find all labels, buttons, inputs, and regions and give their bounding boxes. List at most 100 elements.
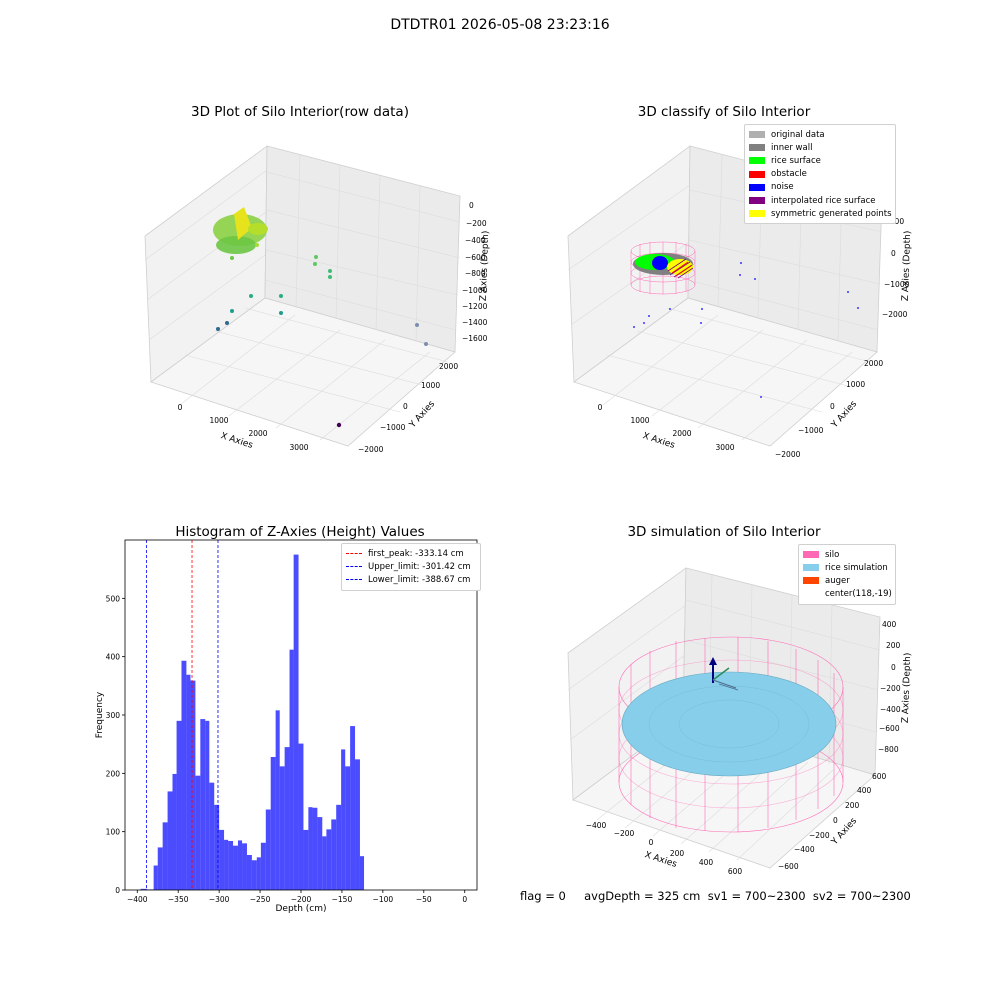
histogram-bar — [186, 674, 191, 890]
simulation-y-tick: 200 — [845, 801, 860, 810]
histogram-y-ticks: 0 100 200 300 400 500 — [106, 594, 125, 895]
histogram-bar — [251, 860, 257, 890]
simulation-legend: silo rice simulation auger center(118,-1… — [798, 544, 896, 605]
histogram-bar — [331, 819, 337, 890]
simulation-x-tick: 400 — [699, 858, 714, 867]
legend-label: noise — [771, 182, 794, 193]
histogram-bar — [322, 836, 327, 890]
legend-item: original data — [749, 128, 891, 141]
legend-label: center(118,-19) — [825, 589, 892, 600]
raw-z-tick: −1200 — [462, 302, 488, 311]
simulation-y-tick: −200 — [809, 831, 830, 840]
histogram-bar — [228, 841, 234, 890]
histogram-bar — [233, 845, 238, 890]
raw-x-ticks: 0 1000 2000 3000 — [178, 403, 309, 452]
raw-x-tick: 3000 — [289, 443, 308, 452]
classify-x-tick: 3000 — [715, 443, 734, 452]
simulation-x-tick: 0 — [649, 838, 654, 847]
legend-item: Lower_limit: -388.67 cm — [346, 573, 476, 586]
histogram-x-tick-label: −300 — [209, 895, 230, 904]
raw-3d-panes — [144, 145, 461, 447]
classify-y-tick: 2000 — [864, 359, 883, 368]
histogram-bar — [326, 829, 332, 890]
histogram-x-tick-label: −200 — [291, 895, 312, 904]
legend-label: silo — [825, 549, 840, 560]
histogram-bar — [181, 660, 187, 890]
histogram-bars — [140, 554, 365, 890]
histogram-x-tick-label: −50 — [416, 895, 432, 904]
histogram-x-tick-label: 0 — [462, 895, 467, 904]
simulation-status-text: flag = 0 avgDepth = 325 cm sv1 = 700~230… — [520, 889, 911, 903]
legend-label: obstacle — [771, 169, 807, 180]
simulation-z-tick: 0 — [891, 663, 896, 672]
classify-x-tick: 2000 — [672, 429, 691, 438]
legend-label: Lower_limit: -388.67 cm — [368, 574, 471, 585]
legend-label: interpolated rice surface — [771, 195, 876, 206]
simulation-z-tick: −200 — [880, 684, 901, 693]
legend-line — [346, 579, 362, 581]
raw-z-tick: −1000 — [462, 286, 488, 295]
histogram-bar — [260, 842, 266, 890]
legend-label: rice simulation — [825, 562, 888, 573]
histogram-bar — [172, 773, 177, 890]
classify-y-tick: −2000 — [775, 450, 801, 459]
legend-label: auger — [825, 575, 850, 586]
legend-swatch — [749, 210, 765, 218]
histogram-bar — [317, 817, 323, 890]
classify-z-label: Z Axies (Depth) — [901, 231, 913, 302]
simulation-y-tick: −600 — [778, 862, 799, 871]
histogram-bar — [176, 720, 182, 890]
raw-z-tick: −1600 — [462, 334, 488, 343]
classify-z-tick: −1000 — [884, 280, 910, 289]
histogram-bar — [214, 804, 220, 890]
raw-z-tick: −1400 — [462, 318, 488, 327]
histogram-bar — [200, 719, 206, 890]
raw-point-cloud — [213, 207, 428, 428]
histogram-bar — [270, 757, 276, 890]
histogram-x-label: Depth (cm) — [275, 904, 326, 914]
classify-x-tick: 1000 — [630, 416, 649, 425]
histogram-bar — [355, 759, 360, 890]
legend-label: Upper_limit: -301.42 cm — [368, 561, 471, 572]
simulation-z-label: Z Axies (Depth) — [901, 653, 913, 724]
histogram-bar — [284, 747, 290, 890]
raw-z-tick: −400 — [465, 236, 486, 245]
histogram-bar — [256, 857, 261, 890]
raw-y-tick: −2000 — [358, 445, 384, 454]
legend-item: inner wall — [749, 141, 891, 154]
legend-line — [346, 566, 362, 568]
legend-item: rice surface — [749, 154, 891, 167]
legend-swatch — [749, 183, 765, 191]
raw-y-tick: 2000 — [439, 362, 458, 371]
histogram-bar — [153, 865, 158, 890]
simulation-z-ticks: 400 200 0 −200 −400 −600 −800 — [878, 620, 901, 754]
simulation-y-tick: −400 — [794, 845, 815, 854]
histogram-bar — [303, 829, 309, 890]
legend-item: Upper_limit: -301.42 cm — [346, 560, 476, 573]
histogram-title: Histogram of Z-Axies (Height) Values — [175, 524, 425, 540]
classify-x-tick: 0 — [598, 403, 603, 412]
simulation-rice-surface — [621, 671, 837, 777]
histogram-y-tick-label: 100 — [106, 828, 121, 837]
legend-item: obstacle — [749, 168, 891, 181]
legend-label: rice surface — [771, 155, 821, 166]
raw-z-tick: −200 — [466, 219, 487, 228]
histogram-x-tick-label: −350 — [168, 895, 189, 904]
raw-y-tick: 1000 — [421, 381, 440, 390]
legend-label: original data — [771, 129, 825, 140]
classify-x-ticks: 0 1000 2000 3000 — [598, 403, 735, 452]
simulation-z-tick: −800 — [878, 745, 899, 754]
raw-y-tick: −1000 — [380, 423, 406, 432]
raw-x-tick: 2000 — [248, 429, 267, 438]
histogram-y-label: Frequency — [95, 691, 105, 738]
simulation-x-ticks: −400 −200 0 200 400 600 — [586, 821, 743, 876]
histogram-bar — [157, 847, 163, 890]
histogram-x-tick-label: −100 — [373, 895, 394, 904]
histogram-bar — [209, 782, 215, 890]
simulation-z-tick: −600 — [879, 724, 900, 733]
simulation-y-tick: 0 — [833, 816, 838, 825]
simulation-z-tick: 200 — [886, 641, 901, 650]
simulation-z-tick: 400 — [882, 620, 897, 629]
